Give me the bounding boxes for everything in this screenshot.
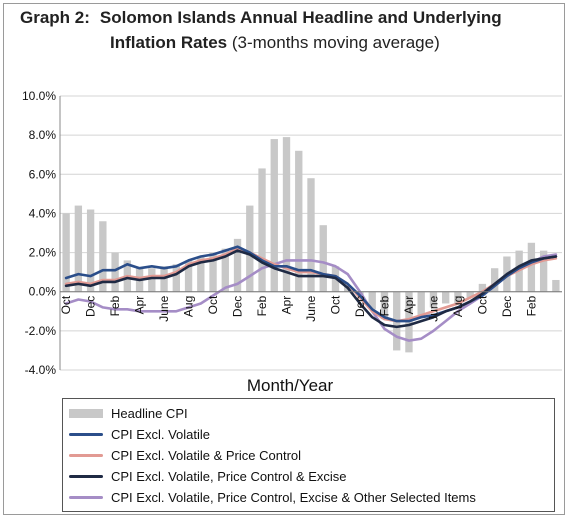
- x-tick-label: Oct: [206, 295, 220, 314]
- bar-headline-cpi: [233, 238, 242, 292]
- x-tick-label: Oct: [59, 295, 73, 314]
- bar-headline-cpi: [111, 252, 119, 292]
- title-main-line1: Solomon Islands Annual Headline and Unde…: [99, 8, 502, 27]
- legend-item: CPI Excl. Volatile: [69, 424, 210, 444]
- bar-headline-cpi: [319, 225, 327, 292]
- chart-title: Graph 2: Solomon Islands Annual Headline …: [20, 8, 502, 28]
- bar-headline-cpi: [74, 205, 83, 292]
- axes: -4.0% -2.0% 0.0% 2.0% 4.0% 6.0% 8.0% 10.0% Oct De…: [22, 89, 562, 377]
- x-tick-label: Aug: [182, 296, 196, 317]
- bar-headline-cpi: [478, 283, 487, 292]
- bar-headline-cpi: [148, 268, 156, 292]
- bar-headline-cpi: [258, 168, 266, 292]
- x-tick-label: June: [426, 295, 440, 321]
- legend-swatch: [69, 408, 103, 418]
- legend-item: CPI Excl. Volatile, Price Control & Exci…: [69, 466, 347, 486]
- bar-headline-cpi: [62, 213, 70, 292]
- bars-headline-cpi: [62, 137, 560, 353]
- x-tick-label: Feb: [377, 295, 391, 316]
- bar-headline-cpi: [197, 256, 205, 292]
- bar-headline-cpi: [184, 260, 193, 292]
- bar-headline-cpi: [466, 291, 474, 298]
- legend-item: CPI Excl. Volatile & Price Control: [69, 445, 301, 465]
- bar-headline-cpi: [99, 221, 107, 292]
- x-tick-label: Aug: [451, 296, 465, 317]
- y-tick-label: 8.0%: [29, 128, 57, 142]
- chart-frame: [3, 3, 565, 515]
- legend-label: CPI Excl. Volatile: [111, 426, 210, 442]
- series-line-2: [64, 247, 558, 323]
- x-tick-label: Dec: [500, 296, 514, 317]
- x-tick-label: Apr: [133, 296, 147, 315]
- x-tick-label: Feb: [108, 295, 122, 316]
- title-main-line2: Inflation Rates: [110, 33, 228, 52]
- legend: Headline CPI CPI Excl. Volatile CPI Excl. …: [62, 398, 555, 512]
- legend-label: Headline CPI: [111, 405, 188, 421]
- x-tick-label: Apr: [280, 296, 294, 315]
- legend-item: Headline CPI: [69, 403, 188, 423]
- series-lines: [64, 245, 558, 342]
- legend-label: CPI Excl. Volatile, Price Control & Exci…: [111, 468, 347, 484]
- bar-headline-cpi: [454, 291, 462, 304]
- bar-headline-cpi: [246, 205, 254, 292]
- bar-headline-cpi: [552, 279, 560, 292]
- x-axis-label: Month/Year: [247, 376, 334, 395]
- bar-headline-cpi: [417, 291, 425, 316]
- bar-headline-cpi: [221, 248, 229, 292]
- x-tick-label: Feb: [255, 295, 269, 316]
- x-tick-label: Apr: [402, 296, 416, 315]
- y-tick-label: 10.0%: [22, 89, 56, 103]
- bar-headline-cpi: [209, 252, 217, 292]
- bar-headline-cpi: [368, 291, 376, 310]
- bar-headline-cpi: [429, 291, 438, 308]
- x-tick-label: June: [304, 295, 318, 321]
- bar-headline-cpi: [86, 209, 95, 292]
- y-tick-label: -2.0%: [25, 324, 57, 338]
- y-tick-label: 6.0%: [29, 167, 57, 181]
- legend-item: CPI Excl. Volatile, Price Control, Excis…: [69, 487, 476, 507]
- y-tick-label: 2.0%: [29, 246, 57, 260]
- y-tick-label: -4.0%: [25, 363, 57, 377]
- x-tick-label: Feb: [524, 295, 538, 316]
- bar-headline-cpi: [539, 250, 548, 292]
- bar-headline-cpi: [307, 178, 315, 292]
- chart-subtitle: (3-months moving average): [231, 33, 440, 52]
- legend-label: CPI Excl. Volatile, Price Control, Excis…: [111, 489, 476, 505]
- title-prefix: Graph 2:: [20, 8, 90, 27]
- series-line-3: [64, 249, 558, 329]
- legend-label: CPI Excl. Volatile & Price Control: [111, 447, 302, 463]
- y-tick-label: 0.0%: [29, 285, 57, 299]
- bar-headline-cpi: [442, 291, 450, 304]
- legend-swatch: [69, 474, 103, 478]
- chart-title-line2: Inflation Rates (3-months moving average…: [110, 33, 440, 53]
- bar-headline-cpi: [270, 139, 278, 292]
- bar-headline-cpi: [172, 264, 180, 292]
- legend-swatch: [69, 495, 103, 499]
- bar-headline-cpi: [490, 268, 499, 292]
- y-tick-label: 4.0%: [29, 206, 57, 220]
- x-tick-label: Dec: [84, 296, 98, 317]
- bar-headline-cpi: [295, 150, 303, 292]
- x-tick-label: Dec: [231, 296, 245, 317]
- legend-swatch: [69, 432, 103, 436]
- x-tick-label: June: [157, 295, 171, 321]
- x-tick-label: Oct: [475, 295, 489, 314]
- x-tick-label: Dec: [353, 296, 367, 317]
- bar-headline-cpi: [282, 137, 291, 292]
- bar-headline-cpi: [380, 291, 389, 320]
- bar-headline-cpi: [527, 242, 536, 292]
- legend-swatch: [69, 453, 103, 457]
- x-tick-label: Oct: [328, 295, 342, 314]
